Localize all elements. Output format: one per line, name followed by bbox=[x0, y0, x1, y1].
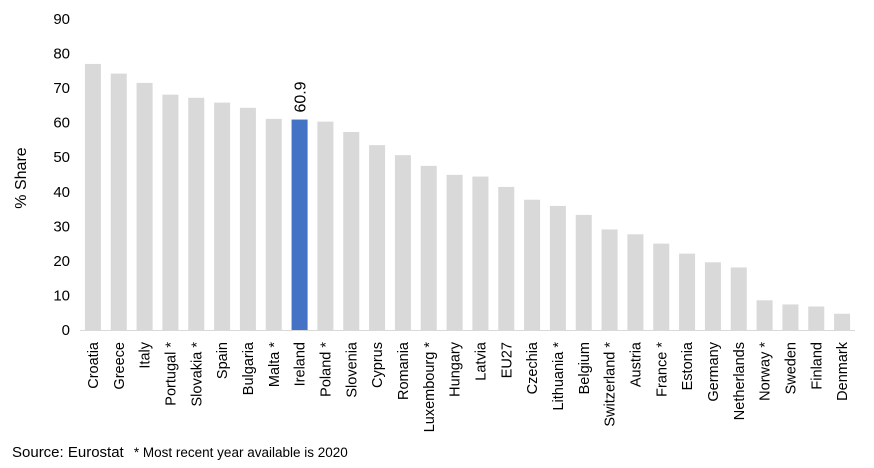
bar bbox=[394, 155, 411, 330]
category-label: Switzerland * bbox=[603, 342, 619, 427]
bar bbox=[601, 229, 618, 330]
category-labels: Croatia Greece Italy Portugal * Slovakia * Sp… bbox=[86, 341, 851, 432]
bar bbox=[730, 267, 747, 330]
category-label: Croatia bbox=[86, 341, 102, 389]
y-tick-label: 70 bbox=[53, 80, 70, 97]
y-tick-label: 30 bbox=[53, 218, 70, 235]
bar bbox=[214, 102, 231, 330]
bars bbox=[84, 63, 851, 331]
bar bbox=[575, 214, 592, 330]
y-tick-label: 80 bbox=[53, 46, 70, 63]
data-label: 60.9 bbox=[293, 81, 310, 112]
category-label: Italy bbox=[138, 341, 154, 368]
category-label: Portugal * bbox=[163, 342, 179, 406]
y-tick-label: 90 bbox=[53, 11, 70, 28]
y-tick-label: 20 bbox=[53, 253, 70, 270]
bar bbox=[834, 313, 851, 330]
bar bbox=[653, 243, 670, 330]
y-axis-label: % Share bbox=[13, 147, 30, 208]
category-label: Ireland bbox=[293, 342, 309, 386]
bar bbox=[472, 176, 489, 330]
category-label: Estonia bbox=[680, 341, 696, 390]
bar-chart: 0 10 20 30 40 50 60 70 80 90 60.9 Croatia Greece It… bbox=[13, 11, 855, 432]
bar bbox=[291, 119, 308, 330]
category-label: Slovenia bbox=[344, 341, 360, 398]
bar bbox=[446, 174, 463, 330]
bar bbox=[110, 73, 127, 330]
y-tick-label: 10 bbox=[53, 287, 70, 304]
category-label: Germany bbox=[706, 341, 722, 401]
bar bbox=[239, 107, 256, 331]
category-label: Greece bbox=[112, 342, 128, 390]
data-labels: 60.9 bbox=[293, 81, 310, 112]
bar bbox=[369, 145, 386, 330]
bar bbox=[265, 118, 282, 330]
y-tick-label: 40 bbox=[53, 184, 70, 201]
category-label: Romania bbox=[396, 341, 412, 400]
category-label: Austria bbox=[628, 341, 644, 387]
bar bbox=[420, 165, 437, 330]
bar bbox=[524, 199, 541, 330]
category-label: EU27 bbox=[499, 342, 515, 378]
bar bbox=[317, 121, 334, 330]
chart-footer: Source: Eurostat * Most recent year avai… bbox=[12, 444, 348, 461]
category-label: Czechia bbox=[525, 341, 541, 394]
category-label: Belgium bbox=[577, 342, 593, 394]
category-label: France * bbox=[654, 342, 670, 397]
source-text: Source: Eurostat bbox=[12, 444, 124, 461]
category-label: Denmark bbox=[835, 341, 851, 401]
category-label: Latvia bbox=[473, 341, 489, 381]
bar bbox=[136, 82, 153, 330]
category-label: Poland * bbox=[318, 342, 334, 397]
category-label: Slovakia * bbox=[189, 342, 205, 407]
bar bbox=[343, 131, 360, 330]
bar bbox=[756, 300, 773, 330]
bar bbox=[84, 63, 101, 331]
category-label: Cyprus bbox=[370, 342, 386, 388]
bar bbox=[679, 253, 696, 330]
category-label: Sweden bbox=[783, 342, 799, 394]
bar bbox=[627, 234, 644, 330]
category-label: Hungary bbox=[448, 341, 464, 397]
footnote-text: * Most recent year available is 2020 bbox=[133, 445, 348, 460]
category-label: Netherlands bbox=[732, 342, 748, 420]
y-axis-ticks: 0 10 20 30 40 50 60 70 80 90 bbox=[53, 11, 70, 339]
bar bbox=[549, 205, 566, 330]
category-label: Norway * bbox=[758, 342, 774, 401]
bar bbox=[704, 262, 721, 330]
category-label: Bulgaria bbox=[241, 341, 257, 395]
category-label: Finland bbox=[809, 342, 825, 390]
y-tick-label: 50 bbox=[53, 149, 70, 166]
y-tick-label: 0 bbox=[62, 322, 70, 339]
bar bbox=[782, 304, 799, 330]
bar bbox=[162, 94, 179, 330]
bar bbox=[498, 186, 515, 330]
category-label: Spain bbox=[215, 342, 231, 379]
bar bbox=[808, 306, 825, 330]
y-tick-label: 60 bbox=[53, 115, 70, 132]
category-label: Malta * bbox=[267, 342, 283, 387]
bar bbox=[188, 97, 205, 330]
category-label: Luxembourg * bbox=[422, 342, 438, 433]
category-label: Lithuania * bbox=[551, 342, 567, 411]
